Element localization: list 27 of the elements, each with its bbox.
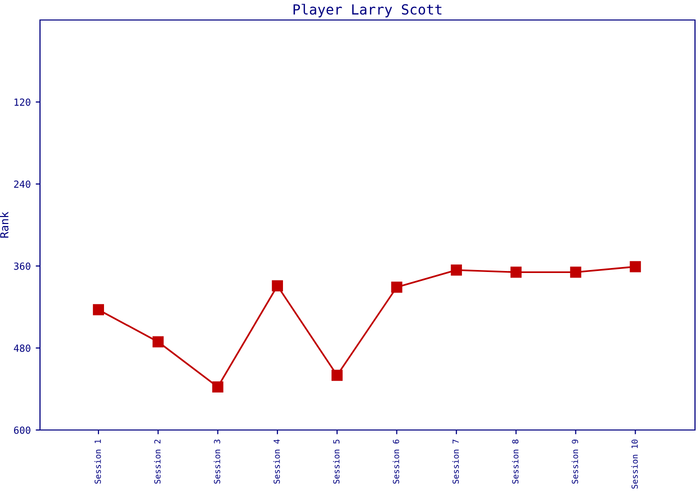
y-axis-title: Rank: [0, 212, 8, 238]
y-tick-label: 600: [14, 426, 30, 434]
point: [630, 261, 641, 272]
x-tick-label: Session 9: [572, 440, 578, 484]
point: [391, 282, 402, 293]
y-tick-label: 240: [14, 180, 30, 188]
x-tick-label: Session 5: [333, 440, 340, 484]
x-tick-label: Session 6: [392, 440, 400, 484]
y-tick-label: 360: [14, 262, 30, 270]
point: [152, 336, 164, 348]
x-tick-label: Session 7: [452, 440, 459, 484]
x-tick-label: Session 4: [273, 439, 280, 484]
point: [570, 266, 582, 278]
chart-title: Player Larry Scott: [294, 4, 442, 18]
y-tick-label: 480: [14, 344, 30, 352]
x-tick-label: Session 10: [631, 440, 638, 489]
x-tick-label: Session 3: [214, 440, 220, 484]
point: [332, 370, 343, 381]
point: [510, 266, 522, 278]
point: [450, 264, 462, 276]
y-tick-label: 120: [14, 98, 30, 106]
x-tick-label: Session 2: [154, 440, 161, 484]
x-tick-label: Session 8: [512, 440, 518, 484]
point: [272, 280, 283, 292]
point: [212, 381, 224, 393]
point: [92, 304, 104, 316]
x-tick-label: Session 1: [94, 440, 101, 484]
